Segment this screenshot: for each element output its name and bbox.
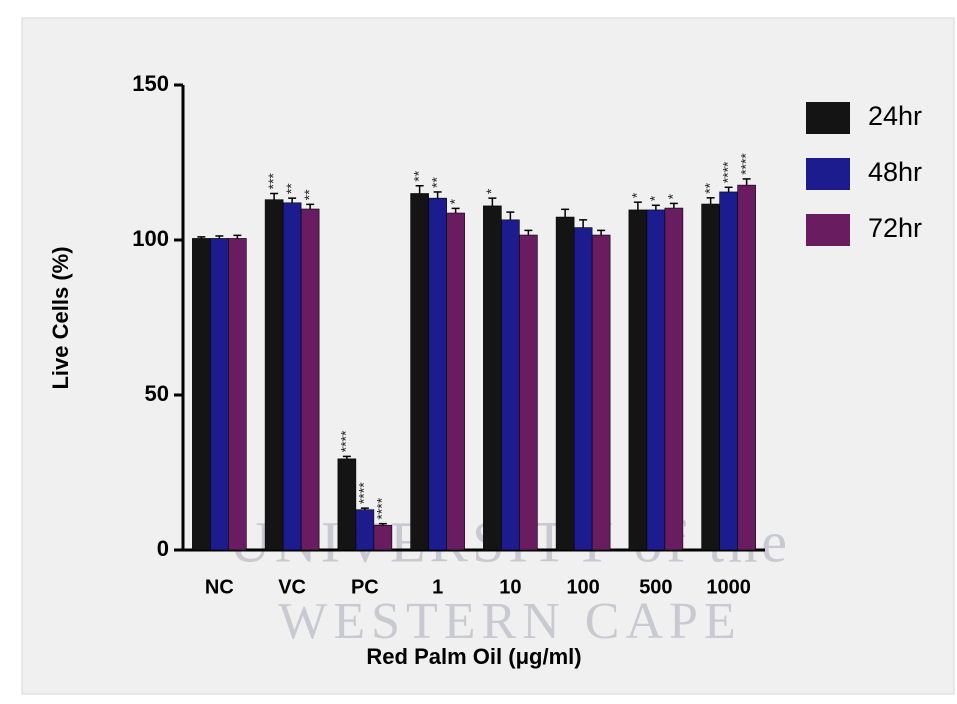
legend-label: 24hr [868, 101, 922, 131]
x-tick-label: PC [351, 576, 379, 598]
significance-label: ** [410, 170, 426, 181]
legend-swatch [806, 158, 850, 190]
significance-label: ** [701, 182, 717, 193]
bar [301, 209, 319, 550]
bar [411, 194, 429, 551]
significance-label: **** [356, 482, 372, 504]
significance-label: * [629, 192, 645, 198]
bar [629, 210, 647, 550]
bar [265, 200, 283, 550]
x-axis-label: Red Palm Oil (μg/ml) [366, 644, 581, 669]
bar [447, 213, 465, 550]
bar [192, 238, 210, 550]
y-tick-label: 100 [132, 226, 169, 251]
significance-label: **** [737, 153, 753, 175]
significance-label: **** [374, 497, 390, 519]
significance-label: * [446, 198, 462, 204]
bar [702, 204, 720, 550]
bar [228, 238, 246, 550]
x-tick-label: 100 [566, 576, 599, 598]
bar [356, 510, 374, 550]
x-tick-label: 1 [432, 576, 443, 598]
significance-label: ** [428, 177, 444, 188]
legend-swatch [806, 214, 850, 246]
bar [501, 220, 519, 550]
y-axis-label: Live Cells (%) [48, 246, 73, 389]
significance-label: ** [283, 183, 299, 194]
bar [210, 238, 228, 550]
bar [665, 208, 683, 550]
bar [720, 192, 738, 550]
significance-label: ** [301, 189, 317, 200]
x-tick-label: 10 [499, 576, 521, 598]
y-tick-label: 50 [145, 381, 169, 406]
bar [519, 235, 537, 550]
legend-swatch [806, 102, 850, 134]
bar [283, 203, 301, 550]
significance-label: **** [719, 161, 735, 183]
watermark: WESTERN CAPE [278, 593, 741, 650]
bar [483, 206, 501, 550]
chart: UNIVERSITY of the WESTERN CAPE Red Palm … [0, 0, 957, 704]
bar [574, 228, 592, 550]
x-tick-label: VC [278, 576, 306, 598]
significance-label: * [483, 188, 499, 194]
legend-label: 72hr [868, 213, 922, 243]
bar [556, 217, 574, 550]
significance-label: * [665, 193, 681, 199]
bar [338, 459, 356, 550]
bar [429, 198, 447, 550]
bar [374, 525, 392, 550]
significance-label: *** [265, 173, 281, 190]
significance-label: **** [338, 430, 354, 452]
x-tick-label: 1000 [706, 576, 751, 598]
bar [647, 210, 665, 550]
x-tick-label: 500 [639, 576, 672, 598]
x-tick-label: NC [205, 576, 234, 598]
legend-label: 48hr [868, 157, 922, 187]
y-tick-label: 150 [132, 71, 169, 96]
bar [738, 185, 756, 550]
y-tick-label: 0 [157, 536, 169, 561]
significance-label: * [647, 195, 663, 201]
bar [592, 235, 610, 550]
